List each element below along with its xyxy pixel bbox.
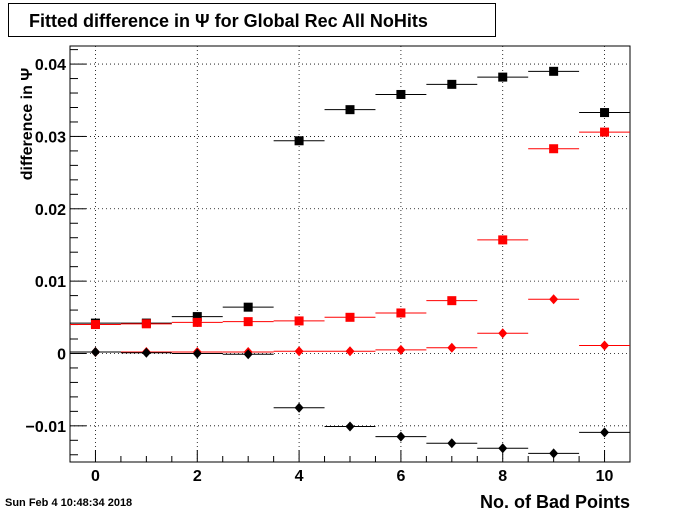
- data-point-square: [345, 105, 355, 115]
- data-point-diamond: [345, 421, 355, 432]
- x-tick-label: 2: [193, 468, 202, 485]
- data-point-diamond: [600, 427, 610, 438]
- data-point-diamond: [498, 328, 508, 339]
- data-point-square: [243, 302, 253, 312]
- x-tick-label: 6: [396, 468, 405, 485]
- chart-title: Fitted difference in Ψ for Global Rec Al…: [8, 3, 496, 37]
- data-point-diamond: [243, 349, 253, 360]
- data-point-square: [447, 79, 457, 89]
- data-point-diamond: [90, 347, 100, 358]
- data-point-diamond: [294, 402, 304, 413]
- y-axis-label: difference in Ψ: [19, 67, 36, 181]
- x-tick-label: 4: [295, 468, 304, 485]
- data-point-diamond: [498, 443, 508, 454]
- x-tick-label: 0: [91, 468, 100, 485]
- data-point-square: [549, 66, 559, 76]
- data-point-square: [141, 319, 151, 329]
- data-point-square: [396, 89, 406, 99]
- x-tick-label: 10: [596, 468, 614, 485]
- y-tick-label: 0.04: [35, 57, 66, 74]
- data-point-diamond: [345, 346, 355, 357]
- data-point-square: [192, 317, 202, 327]
- data-point-square: [192, 312, 202, 322]
- data-point-square: [294, 316, 304, 326]
- data-point-square: [498, 72, 508, 82]
- data-point-diamond: [294, 346, 304, 357]
- y-tick-label: 0.03: [35, 129, 66, 146]
- data-point-square: [447, 296, 457, 306]
- data-point-square: [600, 127, 610, 137]
- data-point-square: [90, 320, 100, 330]
- data-point-diamond: [600, 340, 610, 351]
- x-tick-label: 8: [498, 468, 507, 485]
- data-point-diamond: [447, 342, 457, 353]
- data-point-diamond: [396, 431, 406, 442]
- data-point-square: [498, 235, 508, 245]
- data-point-diamond: [396, 344, 406, 355]
- data-point-square: [294, 136, 304, 146]
- y-tick-label: 0: [57, 346, 66, 363]
- timestamp: Sun Feb 4 10:48:34 2018: [5, 497, 133, 509]
- data-point-diamond: [141, 347, 151, 358]
- y-tick-label: 0.01: [35, 274, 66, 291]
- data-point-diamond: [447, 438, 457, 449]
- data-point-diamond: [549, 448, 559, 459]
- data-point-square: [243, 317, 253, 327]
- x-axis-label: No. of Bad Points: [480, 492, 630, 512]
- data-point-square: [549, 144, 559, 154]
- data-point-square: [396, 308, 406, 318]
- data-point-diamond: [549, 294, 559, 305]
- data-point-square: [345, 312, 355, 322]
- y-tick-label: 0.02: [35, 202, 66, 219]
- data-point-diamond: [192, 348, 202, 359]
- data-point-square: [600, 108, 610, 118]
- y-tick-label: −0.01: [26, 419, 67, 436]
